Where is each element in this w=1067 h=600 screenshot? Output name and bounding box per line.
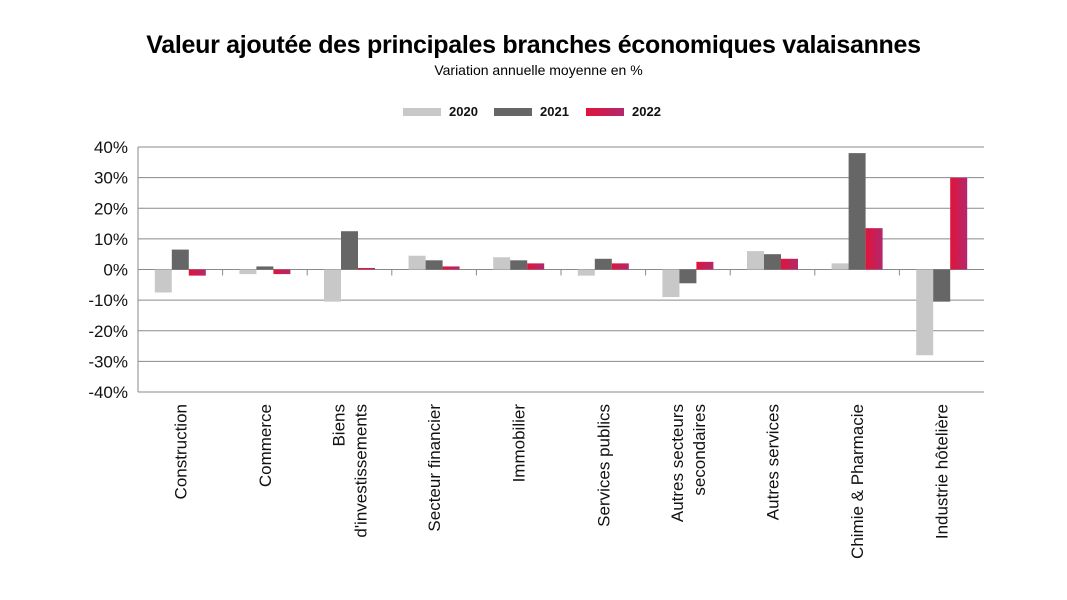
bar-2020 bbox=[916, 269, 934, 356]
axes: 40% 30% 20% 10% 0% -10% -20% -30% -40% bbox=[88, 138, 900, 402]
category-label: Secteur financier bbox=[425, 404, 444, 532]
bar-2021 bbox=[679, 269, 697, 284]
y-tick-label: 40% bbox=[94, 138, 128, 157]
y-tick-label: 30% bbox=[94, 169, 128, 188]
category-label: Chimie & Pharmacie bbox=[848, 404, 867, 559]
bar-2022 bbox=[781, 258, 798, 270]
bar-2021 bbox=[425, 260, 443, 270]
bar-2022 bbox=[527, 263, 545, 270]
legend: 2020 2021 2022 bbox=[403, 104, 661, 119]
bar-2021 bbox=[594, 258, 612, 270]
bar-2022 bbox=[865, 228, 883, 270]
legend-label-2020: 2020 bbox=[449, 104, 478, 119]
category-label: Immobilier bbox=[510, 404, 529, 483]
bar-2020 bbox=[662, 269, 680, 298]
bar-2022 bbox=[188, 269, 206, 276]
y-tick-label: -20% bbox=[88, 322, 128, 341]
bar-2022 bbox=[273, 269, 291, 275]
category-label: d'investissements bbox=[352, 404, 371, 538]
bar-2021 bbox=[171, 249, 189, 270]
bar-2022 bbox=[442, 266, 460, 270]
legend-swatch-2022 bbox=[586, 108, 624, 116]
category-labels: Construction Commerce Biens d'investissemen… bbox=[171, 404, 951, 559]
y-tick-label: 20% bbox=[94, 199, 128, 218]
category-label: Industrie hôtelière bbox=[933, 404, 952, 539]
category-label: Construction bbox=[171, 404, 190, 499]
bars bbox=[154, 153, 968, 356]
bar-2022 bbox=[358, 267, 375, 270]
bar-2021 bbox=[256, 266, 274, 270]
bar-2020 bbox=[493, 257, 511, 270]
bar-2021 bbox=[341, 231, 358, 270]
bar-2021 bbox=[933, 269, 951, 302]
category-label: Biens bbox=[330, 404, 349, 447]
y-tick-label: -30% bbox=[88, 352, 128, 371]
bar-2020 bbox=[154, 269, 172, 293]
bar-2021 bbox=[510, 260, 528, 270]
category-label: Autres services bbox=[764, 404, 783, 520]
legend-swatch-2021 bbox=[494, 108, 532, 116]
legend-swatch-2020 bbox=[403, 108, 441, 116]
gridlines bbox=[138, 146, 984, 393]
bar-2020 bbox=[577, 269, 595, 276]
y-tick-label: -40% bbox=[88, 383, 128, 402]
chart-subtitle: Variation annuelle moyenne en % bbox=[434, 62, 643, 78]
bar-2022 bbox=[950, 177, 968, 270]
bar-2020 bbox=[324, 269, 341, 302]
category-label: Autres secteurs bbox=[668, 404, 687, 522]
category-label: Services publics bbox=[594, 404, 613, 527]
bar-2021 bbox=[764, 254, 781, 270]
chart-title: Valeur ajoutée des principales branches … bbox=[146, 31, 921, 59]
legend-label-2021: 2021 bbox=[540, 104, 569, 119]
category-label: Commerce bbox=[256, 404, 275, 487]
bar-2020 bbox=[747, 251, 764, 270]
bar-2022 bbox=[611, 263, 629, 270]
bar-2020 bbox=[239, 269, 257, 275]
bar-2021 bbox=[848, 153, 866, 270]
bar-2022 bbox=[696, 261, 714, 270]
y-tick-label: 0% bbox=[103, 261, 128, 280]
bar-2020 bbox=[408, 255, 426, 270]
y-tick-label: 10% bbox=[94, 230, 128, 249]
category-label: secondaires bbox=[690, 404, 709, 496]
y-tick-label: -10% bbox=[88, 291, 128, 310]
legend-label-2022: 2022 bbox=[632, 104, 661, 119]
bar-2020 bbox=[831, 263, 849, 270]
